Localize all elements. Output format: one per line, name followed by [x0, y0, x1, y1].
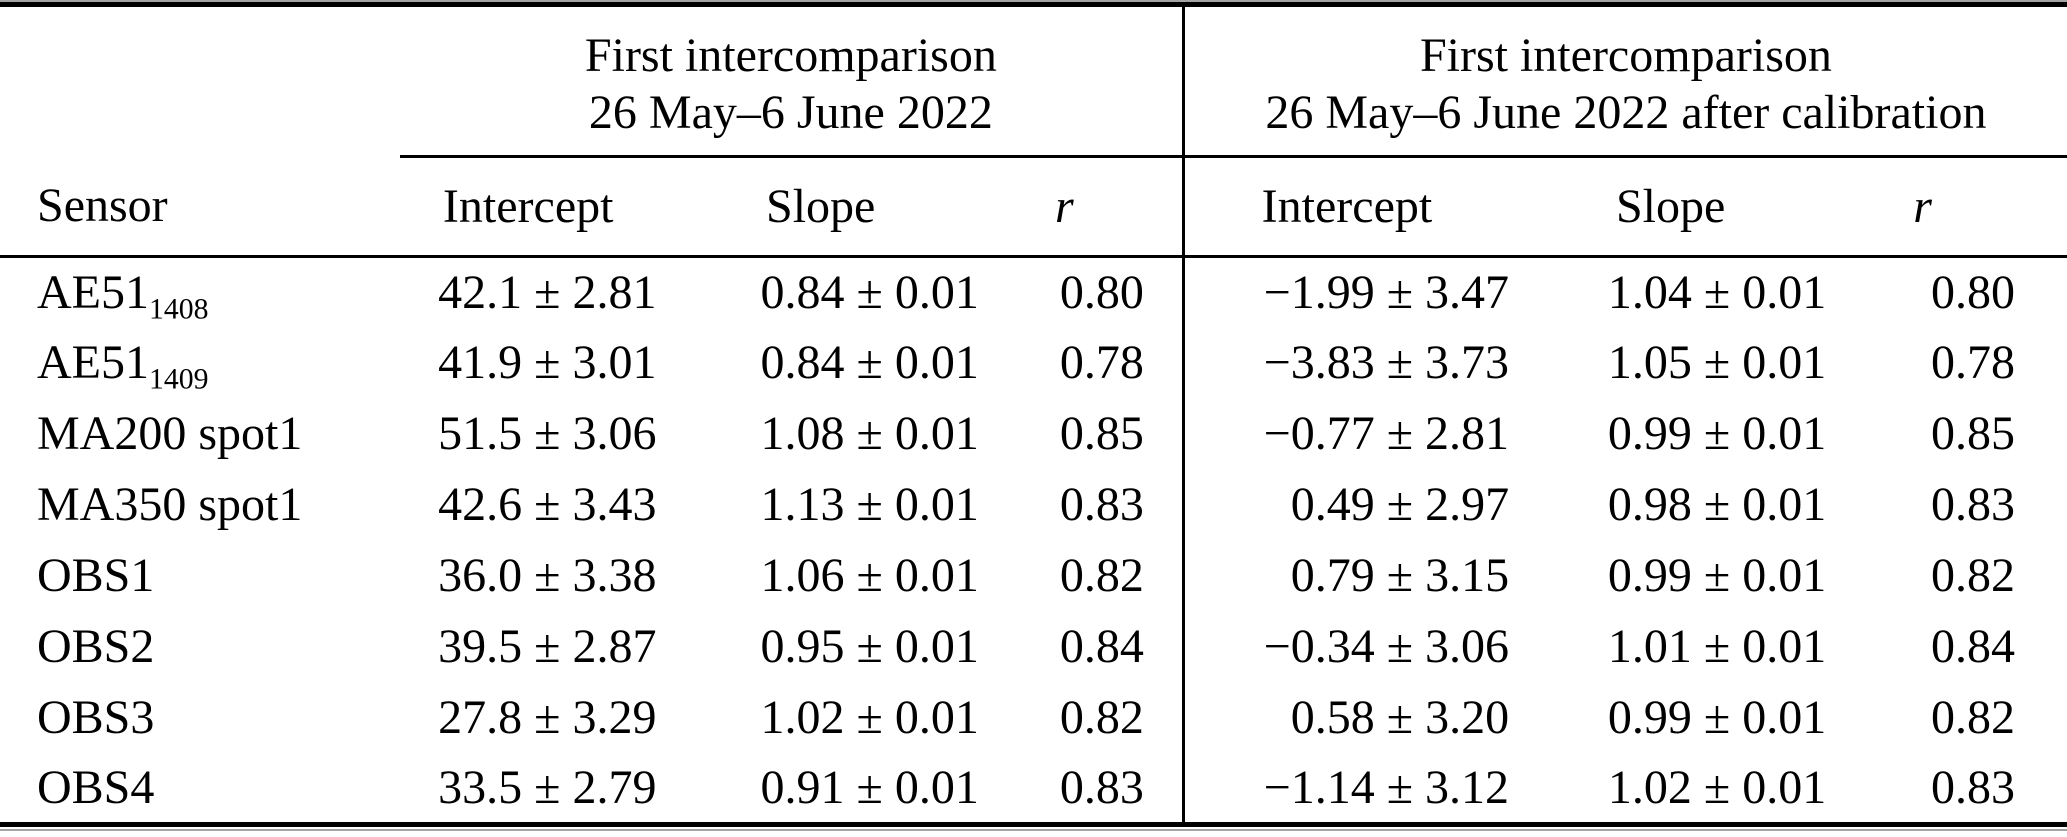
group-header-row: First intercomparison 26 May–6 June 2022…: [0, 4, 2067, 158]
sensor-model: OBS4: [37, 761, 155, 815]
table-row: OBS1 36.0 ± 3.38 1.06 ± 0.01 0.82 0.79 ±…: [0, 540, 2067, 612]
g2-intercept-value: 0.79 ± 3.15: [1181, 540, 1516, 612]
group-header-first-intercomparison: First intercomparison 26 May–6 June 2022: [399, 4, 1184, 158]
g1-slope-value: 1.13 ± 0.01: [760, 478, 979, 532]
g2-intercept-value: −0.77 ± 2.81: [1181, 398, 1516, 470]
sensor-name: OBS4: [0, 754, 400, 825]
g1-r-value: 0.83: [1059, 478, 1144, 532]
sensor-name: AE511408: [0, 257, 400, 328]
g1-slope-value: 0.91 ± 0.01: [760, 761, 979, 815]
column-header-r-1: r: [984, 156, 1184, 258]
g2-intercept-value: 0.58 ± 3.20: [1181, 682, 1516, 754]
table-row: OBS2 39.5 ± 2.87 0.95 ± 0.01 0.84 −0.34 …: [0, 611, 2067, 683]
group2-title-line1: First intercomparison: [1419, 29, 1832, 82]
sensor-name: OBS3: [0, 683, 400, 754]
g1-intercept-value: 41.9 ± 3.01: [438, 336, 657, 390]
sensor-name: OBS1: [0, 541, 400, 612]
sensor-model: OBS2: [37, 620, 155, 674]
g1-slope-value: 0.84 ± 0.01: [760, 266, 979, 320]
g1-r-value: 0.85: [1059, 407, 1144, 461]
group1-title-line2: 26 May–6 June 2022: [588, 86, 993, 139]
g2-slope-value: 1.04 ± 0.01: [1607, 266, 1827, 320]
g1-r-value: 0.83: [1059, 761, 1144, 815]
group1-title-line1: First intercomparison: [584, 29, 997, 82]
g2-slope-value: 1.01 ± 0.01: [1607, 620, 1827, 674]
table-row: OBS3 27.8 ± 3.29 1.02 ± 0.01 0.82 0.58 ±…: [0, 682, 2067, 754]
table-row: MA200 spot1 51.5 ± 3.06 1.08 ± 0.01 0.85…: [0, 398, 2067, 470]
g1-intercept-value: 39.5 ± 2.87: [438, 620, 657, 674]
sensor-model: OBS1: [37, 549, 155, 603]
column-header-sensor: Sensor: [0, 156, 400, 258]
table-row: AE511408 42.1 ± 2.81 0.84 ± 0.01 0.80 −1…: [0, 256, 2067, 328]
g2-slope-value: 0.99 ± 0.01: [1607, 407, 1827, 461]
g1-r-value: 0.84: [1059, 620, 1144, 674]
g2-intercept-value: −0.34 ± 3.06: [1181, 611, 1516, 683]
g1-slope-value: 1.06 ± 0.01: [760, 549, 979, 603]
g1-r-value: 0.82: [1059, 549, 1144, 603]
g2-r-value: 0.80: [1931, 266, 2015, 320]
table-body: AE511408 42.1 ± 2.81 0.84 ± 0.01 0.80 −1…: [0, 256, 2067, 825]
g2-r-value: 0.85: [1931, 407, 2015, 461]
g2-r-value: 0.82: [1931, 691, 2015, 745]
g1-slope-value: 1.02 ± 0.01: [760, 691, 979, 745]
g2-intercept-value: −1.14 ± 3.12: [1181, 753, 1516, 825]
g1-r-value: 0.80: [1059, 266, 1144, 320]
sensor-name: AE511409: [0, 328, 400, 399]
sensor-name: MA350 spot1: [0, 470, 400, 541]
sensor-name: MA200 spot1: [0, 399, 400, 470]
g1-r-value: 0.78: [1059, 336, 1144, 390]
g2-intercept-value: −1.99 ± 3.47: [1181, 256, 1516, 328]
table-row: AE511409 41.9 ± 3.01 0.84 ± 0.01 0.78 −3…: [0, 327, 2067, 399]
sensor-model: MA350 spot1: [37, 478, 303, 532]
table-row: MA350 spot1 42.6 ± 3.43 1.13 ± 0.01 0.83…: [0, 469, 2067, 541]
column-header-slope-1: Slope: [662, 156, 985, 258]
column-header-row: Sensor Intercept Slope r Intercept Slope…: [0, 156, 2067, 258]
g2-r-value: 0.82: [1931, 549, 2015, 603]
g2-slope-value: 0.98 ± 0.01: [1607, 478, 1827, 532]
g1-slope-value: 0.84 ± 0.01: [760, 336, 979, 390]
g2-slope-value: 1.02 ± 0.01: [1607, 761, 1827, 815]
g2-intercept-value: −3.83 ± 3.73: [1181, 327, 1516, 399]
g1-intercept-value: 33.5 ± 2.79: [438, 761, 657, 815]
g1-intercept-value: 27.8 ± 3.29: [438, 691, 657, 745]
g1-intercept-value: 42.1 ± 2.81: [438, 266, 657, 320]
sensor-model: OBS3: [37, 691, 155, 745]
g1-intercept-value: 42.6 ± 3.43: [438, 478, 657, 532]
sensor-name: OBS2: [0, 612, 400, 683]
table-row: OBS4 33.5 ± 2.79 0.91 ± 0.01 0.83 −1.14 …: [0, 753, 2067, 825]
g2-slope-value: 1.05 ± 0.01: [1607, 336, 1827, 390]
g1-intercept-value: 36.0 ± 3.38: [438, 549, 657, 603]
g1-slope-value: 1.08 ± 0.01: [760, 407, 979, 461]
g1-slope-value: 0.95 ± 0.01: [760, 620, 979, 674]
sensor-serial-subscript: 1409: [148, 363, 209, 396]
column-header-r-2: r: [1830, 156, 2067, 258]
column-header-intercept-2: Intercept: [1181, 156, 1516, 258]
g2-slope-value: 0.99 ± 0.01: [1607, 691, 1827, 745]
group-header-after-calibration: First intercomparison 26 May–6 June 2022…: [1181, 4, 2067, 158]
g1-intercept-value: 51.5 ± 3.06: [438, 407, 657, 461]
sensor-model: AE51: [37, 266, 149, 320]
g2-r-value: 0.84: [1931, 620, 2015, 674]
g2-r-value: 0.78: [1931, 336, 2015, 390]
g2-intercept-value: 0.49 ± 2.97: [1181, 469, 1516, 541]
sensor-serial-subscript: 1408: [148, 292, 209, 326]
g2-slope-value: 0.99 ± 0.01: [1607, 549, 1827, 603]
sensor-model: MA200 spot1: [37, 407, 303, 461]
g2-r-value: 0.83: [1931, 478, 2015, 532]
sensor-model: AE51: [37, 336, 149, 390]
group2-title-line2: 26 May–6 June 2022 after calibration: [1265, 86, 1987, 139]
g1-r-value: 0.82: [1059, 691, 1144, 745]
column-header-intercept-1: Intercept: [399, 156, 663, 258]
column-header-slope-2: Slope: [1515, 156, 1831, 258]
group-header-spacer: [0, 5, 400, 157]
g2-r-value: 0.83: [1931, 761, 2015, 815]
